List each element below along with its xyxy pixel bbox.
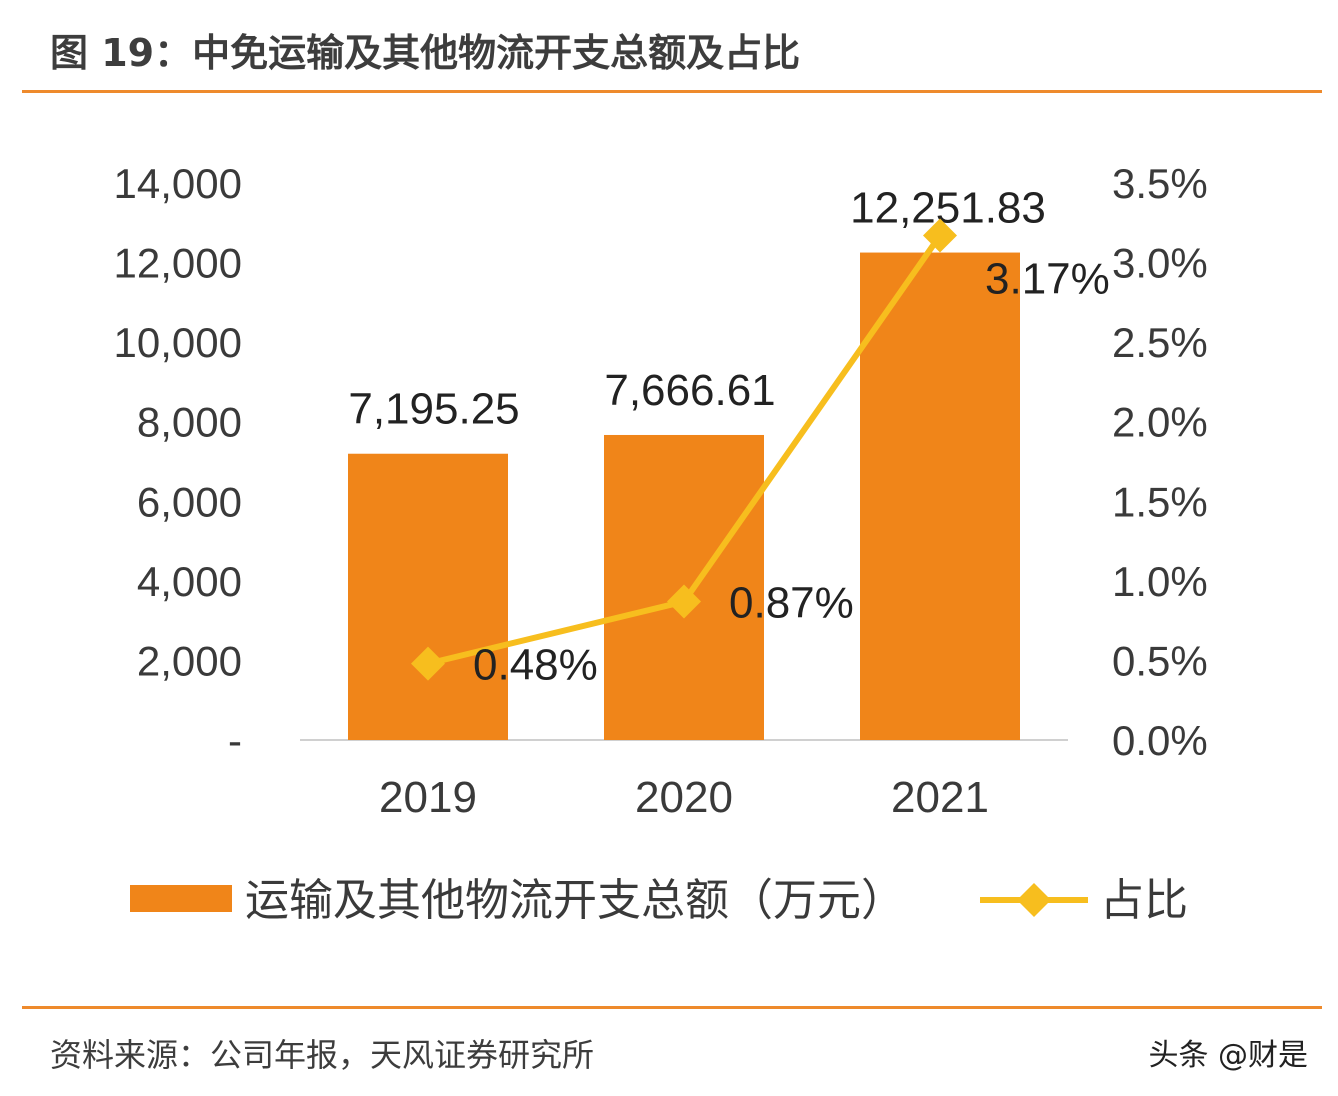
bar-series bbox=[348, 252, 1020, 740]
x-axis-tick-label: 2019 bbox=[379, 773, 477, 822]
line-data-label: 0.87% bbox=[729, 579, 854, 628]
left-axis-tick-label: 4,000 bbox=[137, 558, 242, 605]
chart-title: 图 19：中免运输及其他物流开支总额及占比 bbox=[50, 31, 801, 75]
right-axis-tick-label: 3.5% bbox=[1112, 160, 1208, 207]
bar bbox=[348, 453, 508, 740]
line-data-label: 3.17% bbox=[985, 255, 1110, 304]
right-axis-tick-label: 0.5% bbox=[1112, 637, 1208, 684]
line-data-label: 0.48% bbox=[473, 641, 598, 690]
legend-marker-diamond bbox=[1017, 883, 1051, 917]
line-series bbox=[411, 218, 957, 681]
legend: 运输及其他物流开支总额（万元） 占比 bbox=[130, 875, 1188, 926]
legend-swatch-bar bbox=[130, 885, 232, 912]
left-axis-tick-label: 8,000 bbox=[137, 399, 242, 446]
chart: -2,0004,0006,0008,00010,00012,00014,000 … bbox=[114, 160, 1208, 926]
header-divider bbox=[22, 90, 1322, 93]
legend-label-bar: 运输及其他物流开支总额（万元） bbox=[245, 875, 905, 926]
x-axis-tick-label: 2021 bbox=[891, 773, 989, 822]
right-axis-tick-label: 1.5% bbox=[1112, 478, 1208, 525]
line-point bbox=[411, 646, 445, 681]
right-axis-tick-label: 2.5% bbox=[1112, 319, 1208, 366]
right-axis-tick-label: 0.0% bbox=[1112, 717, 1208, 764]
right-axis-tick-label: 2.0% bbox=[1112, 399, 1208, 446]
bar bbox=[860, 252, 1020, 740]
right-axis-tick-label: 3.0% bbox=[1112, 240, 1208, 287]
x-axis: 2019 2020 2021 bbox=[379, 773, 989, 822]
left-axis-tick-label: 10,000 bbox=[114, 319, 242, 366]
footer-divider bbox=[22, 1006, 1322, 1009]
x-axis-tick-label: 2020 bbox=[635, 773, 733, 822]
bar-data-label: 7,666.61 bbox=[604, 366, 775, 415]
watermark: 头条 @财是 bbox=[1148, 1038, 1308, 1073]
legend-label-line: 占比 bbox=[1100, 875, 1188, 926]
right-axis: 0.0% 0.5% 1.0% 1.5% 2.0% 2.5% 3.0% 3.5% bbox=[1112, 160, 1208, 764]
left-axis-tick-label: 2,000 bbox=[137, 637, 242, 684]
bar-data-label: 7,195.25 bbox=[348, 385, 519, 434]
line-point bbox=[667, 584, 701, 619]
bar-data-labels: 7,195.25 7,666.61 12,251.83 bbox=[348, 184, 1046, 434]
left-axis-tick-label: - bbox=[228, 717, 242, 764]
left-axis-tick-label: 14,000 bbox=[114, 160, 242, 207]
source-note: 资料来源：公司年报，天风证券研究所 bbox=[50, 1036, 595, 1074]
left-axis: - 2,000 4,000 6,000 8,000 10,000 12,000 14,000 bbox=[114, 160, 242, 764]
left-axis-tick-label: 12,000 bbox=[114, 240, 242, 287]
line-data-labels: 0.48% 0.87% 3.17% bbox=[473, 255, 1110, 690]
right-axis-tick-label: 1.0% bbox=[1112, 558, 1208, 605]
bar-data-label: 12,251.83 bbox=[850, 184, 1046, 233]
line-point bbox=[923, 218, 957, 253]
left-axis-tick-label: 6,000 bbox=[137, 478, 242, 525]
